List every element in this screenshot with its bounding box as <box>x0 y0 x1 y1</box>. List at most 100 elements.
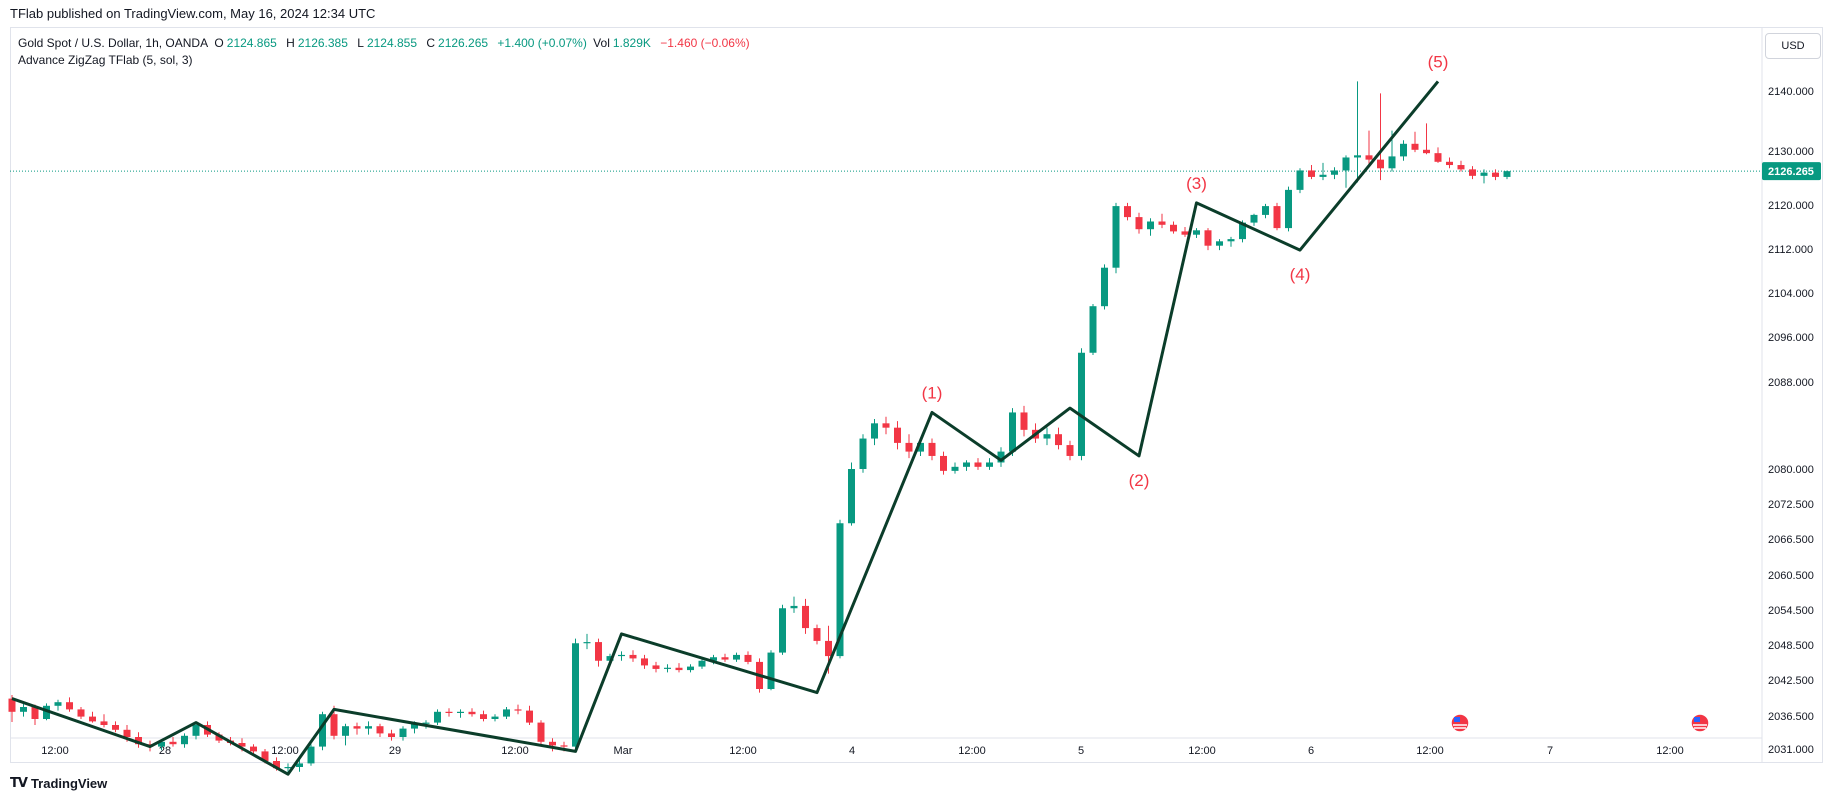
candle-body <box>468 711 476 715</box>
wave-label: (3) <box>1186 174 1207 193</box>
candle-body <box>1296 170 1304 190</box>
candle-body <box>905 442 913 452</box>
candle-body <box>1457 165 1465 170</box>
candle-body <box>1066 445 1074 456</box>
candle-body <box>365 726 372 729</box>
candle-body <box>192 725 200 736</box>
y-tick-label: 2088.000 <box>1768 377 1814 389</box>
indicator-title[interactable]: Advance ZigZag TFlab (5, sol, 3) <box>18 53 193 67</box>
y-tick-label: 2054.500 <box>1768 605 1814 617</box>
candle-body <box>273 761 280 769</box>
candle-body <box>1147 221 1154 230</box>
candle-body <box>238 743 246 747</box>
candle-body <box>1043 434 1051 439</box>
candle-body <box>1078 352 1085 456</box>
candle-body <box>1308 170 1315 177</box>
candle-body <box>779 608 786 653</box>
candle-body <box>135 737 142 745</box>
candle-body <box>1181 231 1189 235</box>
y-tick-label: 2060.500 <box>1768 570 1814 582</box>
candle-body <box>181 735 188 745</box>
candle-body <box>1112 206 1120 268</box>
candle-body <box>1158 221 1166 225</box>
candle-body <box>882 423 890 428</box>
candle-body <box>353 726 361 729</box>
ohlc-row: Gold Spot / U.S. Dollar, 1h, OANDA O 2124… <box>18 35 753 52</box>
y-tick-label: 2096.000 <box>1768 332 1814 344</box>
candle-body <box>342 726 349 736</box>
candle-body <box>445 711 453 713</box>
tradingview-logo[interactable]: 𝗧𝗩 TradingView <box>10 775 107 791</box>
x-tick-label: 12:00 <box>1656 745 1684 757</box>
candle-body <box>411 723 418 729</box>
open-label: O <box>214 36 224 50</box>
currency-selector[interactable]: USD <box>1765 33 1821 59</box>
candle-body <box>112 725 119 730</box>
low-value: 2124.855 <box>366 36 417 50</box>
published-line: TFlab published on TradingView.com, May … <box>10 6 376 21</box>
candle-body <box>629 654 637 659</box>
x-tick-label: 7 <box>1547 745 1553 757</box>
candle-body <box>1135 217 1143 230</box>
candle-body <box>54 702 62 706</box>
x-tick-label: 5 <box>1078 745 1084 757</box>
close-value: 2126.265 <box>438 36 489 50</box>
candle-body <box>1388 156 1396 169</box>
candle-body <box>1423 149 1430 154</box>
wave-label: (5) <box>1428 52 1449 71</box>
candle-body <box>974 462 982 467</box>
candle-body <box>307 746 315 764</box>
high-value: 2126.385 <box>297 36 348 50</box>
volume-change: −1.460 (−0.06%) <box>660 36 750 50</box>
volume-label: Vol <box>593 36 610 50</box>
candle-body <box>1411 143 1419 150</box>
y-tick-label: 2031.000 <box>1768 744 1814 756</box>
candle-body <box>1377 159 1384 169</box>
candle-body <box>319 714 326 747</box>
candle-body <box>687 666 694 671</box>
candle-body <box>1239 222 1246 240</box>
us-flag-event-icon[interactable] <box>1690 713 1710 733</box>
candle-body <box>8 698 16 712</box>
candle-body <box>169 741 177 745</box>
candle-body <box>1354 155 1361 158</box>
candle-body <box>767 652 775 689</box>
y-tick-label: 2104.000 <box>1768 288 1814 300</box>
candle-body <box>89 716 96 722</box>
candle-body <box>572 643 579 747</box>
candle-body <box>894 427 901 443</box>
tradingview-logo-icon: 𝗧𝗩 <box>10 775 28 790</box>
candle-body <box>848 469 855 524</box>
us-flag-event-icon[interactable] <box>1450 713 1470 733</box>
candle-body <box>940 455 947 471</box>
y-tick-label: 2080.000 <box>1768 464 1814 476</box>
candle-body <box>284 767 292 769</box>
candle-body <box>997 451 1005 463</box>
candle-body <box>215 734 223 741</box>
candle-body <box>595 642 602 661</box>
chart-frame[interactable] <box>10 27 1823 763</box>
candle-body <box>1262 206 1269 215</box>
candle-body <box>1434 153 1442 162</box>
candle-body <box>675 667 683 671</box>
symbol-title[interactable]: Gold Spot / U.S. Dollar, 1h, OANDA <box>18 36 209 50</box>
candle-body <box>537 722 545 742</box>
candle-body <box>583 642 591 644</box>
candle-body <box>1170 224 1177 232</box>
y-tick-label: 2112.000 <box>1768 244 1813 256</box>
candle-body <box>526 710 533 723</box>
candle-body <box>514 709 522 711</box>
tradingview-logo-text: TradingView <box>30 775 108 791</box>
low-label: L <box>357 36 364 50</box>
wave-label: (1) <box>922 383 943 402</box>
candle-body <box>491 716 499 719</box>
candle-body <box>963 462 970 467</box>
candle-body <box>836 523 844 657</box>
candle-body <box>825 640 832 657</box>
candle-body <box>560 745 568 747</box>
candle-body <box>986 462 993 467</box>
candle-body <box>66 702 73 710</box>
candle-body <box>1250 214 1258 223</box>
candle-body <box>1009 412 1016 452</box>
